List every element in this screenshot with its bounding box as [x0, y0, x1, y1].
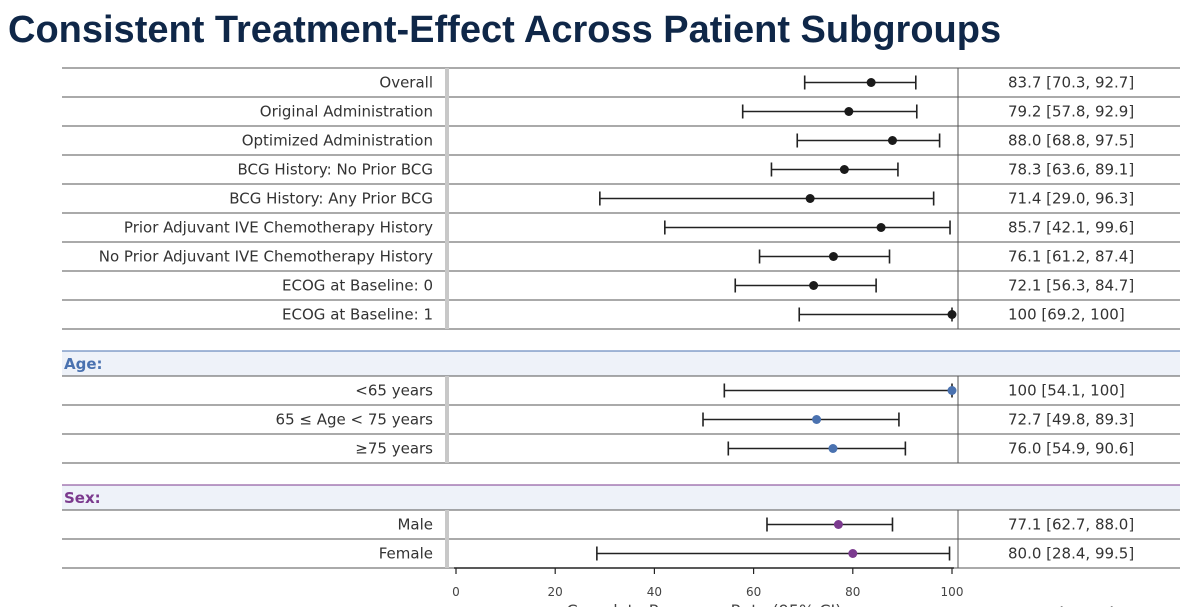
group-heading: Sex:: [64, 489, 101, 507]
point-estimate: [839, 165, 849, 174]
ci-value: 100 [69.2, 100]: [1008, 306, 1125, 324]
ci-value: 72.7 [49.8, 89.3]: [1008, 411, 1134, 429]
point-estimate: [876, 223, 886, 232]
ci-value: 83.7 [70.3, 92.7]: [1008, 74, 1134, 92]
x-tick-label: 0: [452, 585, 460, 599]
x-tick-label: 100: [941, 585, 964, 599]
subgroup-label: ≥75 years: [355, 440, 433, 458]
x-tick-label: 40: [647, 585, 662, 599]
ci-value: 76.0 [54.9, 90.6]: [1008, 440, 1134, 458]
group-heading-band: [62, 485, 1180, 510]
point-estimate: [828, 444, 838, 453]
x-tick-label: 20: [548, 585, 563, 599]
point-estimate: [812, 415, 822, 424]
ci-value: 71.4 [29.0, 96.3]: [1008, 190, 1134, 208]
subgroup-label: Overall: [379, 74, 433, 92]
point-estimate: [848, 549, 858, 558]
point-estimate: [844, 107, 854, 116]
point-estimate: [828, 252, 838, 261]
ci-value: 79.2 [57.8, 92.9]: [1008, 103, 1134, 121]
subgroup-label: BCG History: Any Prior BCG: [229, 190, 433, 208]
subgroup-label: Prior Adjuvant IVE Chemotherapy History: [124, 219, 433, 237]
point-estimate: [947, 386, 957, 395]
point-estimate: [805, 194, 815, 203]
x-axis-label: Complete Response Rate (95% CI): [567, 601, 842, 607]
point-estimate: [866, 78, 876, 87]
ci-value: 72.1 [56.3, 84.7]: [1008, 277, 1134, 295]
point-estimate: [947, 310, 957, 319]
point-estimate: [833, 520, 843, 529]
subgroup-label: 65 ≤ Age < 75 years: [276, 411, 434, 429]
subgroup-label: Male: [397, 516, 433, 534]
ci-value: 80.0 [28.4, 99.5]: [1008, 545, 1134, 563]
subgroup-label: No Prior Adjuvant IVE Chemotherapy Histo…: [99, 248, 433, 266]
ci-value: 85.7 [42.1, 99.6]: [1008, 219, 1134, 237]
group-heading: Age:: [64, 355, 103, 373]
ci-value: 100 [54.1, 100]: [1008, 382, 1125, 400]
subgroup-label: Female: [379, 545, 433, 563]
subgroup-label: Optimized Administration: [242, 132, 433, 150]
point-estimate: [887, 136, 897, 145]
ci-value: 88.0 [68.8, 97.5]: [1008, 132, 1134, 150]
ci-column-header: CRR (95% CI): [1027, 605, 1116, 607]
ci-value: 78.3 [63.6, 89.1]: [1008, 161, 1134, 179]
subgroup-label: BCG History: No Prior BCG: [237, 161, 433, 179]
point-estimate: [809, 281, 819, 290]
subgroup-label: Original Administration: [260, 103, 433, 121]
subgroup-label: ECOG at Baseline: 0: [282, 277, 433, 295]
subgroup-label: <65 years: [355, 382, 433, 400]
ci-value: 77.1 [62.7, 88.0]: [1008, 516, 1134, 534]
x-tick-label: 60: [746, 585, 761, 599]
ci-value: 76.1 [61.2, 87.4]: [1008, 248, 1134, 266]
subgroup-label: ECOG at Baseline: 1: [282, 306, 433, 324]
x-tick-label: 80: [845, 585, 860, 599]
page-title: Consistent Treatment-Effect Across Patie…: [8, 9, 1002, 51]
group-heading-band: [62, 351, 1180, 376]
